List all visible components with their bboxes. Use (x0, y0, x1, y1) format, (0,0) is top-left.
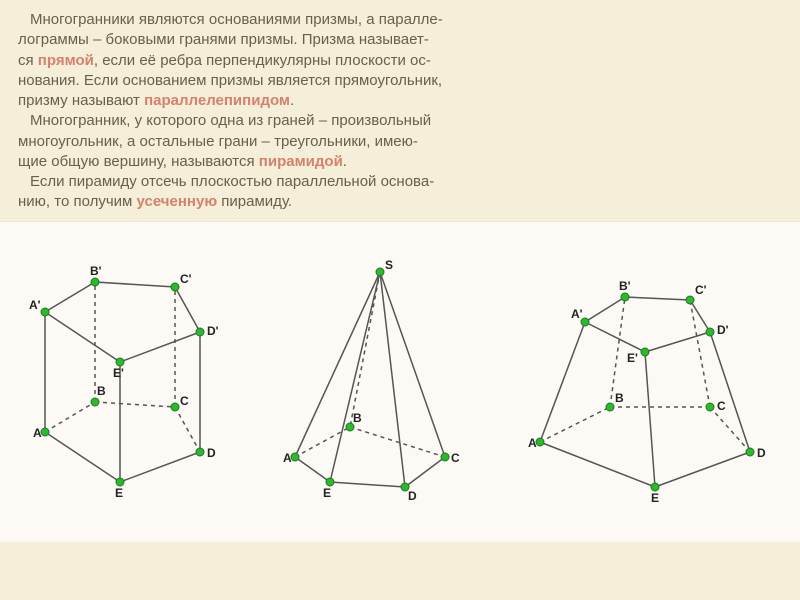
frustum-figure: A B C D E A' B' C' D' E' (525, 252, 775, 522)
highlight-parallelepiped: параллелепипидом (144, 92, 290, 109)
svg-text:A': A' (29, 298, 41, 312)
line: нования. Если основанием призмы является… (18, 71, 782, 91)
highlight-usechennuyu: усеченную (137, 193, 218, 210)
line: ся прямой, если её ребра перпендикулярны… (18, 51, 782, 71)
svg-text:B: B (97, 384, 106, 398)
svg-text:C: C (451, 451, 460, 465)
svg-text:B: B (615, 391, 624, 405)
line: многоугольник, а остальные грани – треуг… (18, 132, 782, 152)
line: Многогранник, у которого одна из граней … (18, 111, 782, 131)
line: нию, то получим усеченную пирамиду. (18, 192, 782, 212)
svg-text:A: A (528, 436, 537, 450)
svg-text:D': D' (207, 324, 219, 338)
prism-figure: A B C D E A' B' C' D' E' (25, 257, 225, 517)
pyramid-figure: S A B C D E (275, 257, 475, 517)
svg-text:A': A' (571, 307, 583, 321)
svg-text:B': B' (619, 279, 631, 293)
svg-text:E': E' (627, 351, 638, 365)
svg-text:B': B' (90, 264, 102, 278)
svg-text:S: S (385, 258, 393, 272)
line: призму называют параллелепипидом. (18, 91, 782, 111)
svg-text:D: D (207, 446, 216, 460)
svg-text:C: C (717, 399, 726, 413)
svg-text:B: B (353, 411, 362, 425)
text-content: Многогранники являются основаниями призм… (0, 0, 800, 221)
svg-text:E: E (651, 491, 659, 505)
svg-text:A: A (33, 426, 42, 440)
highlight-pryamoy: прямой (38, 52, 94, 69)
svg-text:A: A (283, 451, 292, 465)
svg-text:D: D (408, 489, 417, 503)
svg-text:C': C' (180, 272, 192, 286)
svg-text:E: E (115, 486, 123, 500)
figures-panel: A B C D E A' B' C' D' E' S A B C D E A B C D E A' B' C' D' E' (0, 221, 800, 542)
line: Многогранники являются основаниями призм… (18, 10, 782, 30)
line: щие общую вершину, называются пирамидой. (18, 152, 782, 172)
svg-text:D': D' (717, 323, 729, 337)
line: лограммы – боковыми гранями призмы. Приз… (18, 30, 782, 50)
svg-text:C: C (180, 394, 189, 408)
highlight-pyramid: пирамидой (259, 153, 343, 170)
svg-text:D: D (757, 446, 766, 460)
svg-text:E': E' (113, 366, 124, 380)
line: Если пирамиду отсечь плоскостью параллел… (18, 172, 782, 192)
svg-text:C': C' (695, 283, 707, 297)
svg-text:E: E (323, 486, 331, 500)
